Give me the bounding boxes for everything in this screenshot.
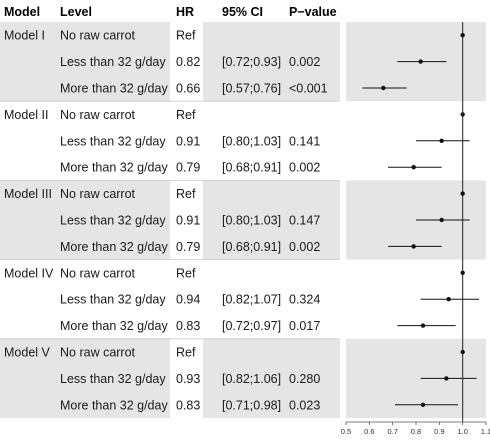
cell-p: 0.280 — [289, 372, 320, 386]
cell-hr: 0.82 — [176, 55, 200, 69]
cell-level: Less than 32 g/day — [60, 372, 166, 386]
cell-hr: Ref — [176, 187, 196, 201]
table-body: Model I No raw carrot Ref Less than 32 g/da… — [4, 29, 328, 413]
band-mid-4 — [203, 338, 340, 418]
cell-p: 0.324 — [289, 293, 320, 307]
hr-point — [460, 270, 465, 275]
cell-level: More than 32 g/day — [60, 398, 168, 412]
x-tick-label: 1.1 — [481, 427, 490, 436]
cell-level: No raw carrot — [60, 346, 136, 360]
cell-model: Model IV — [4, 266, 54, 280]
x-tick-label: 0.8 — [411, 427, 421, 436]
cell-model: Model V — [4, 346, 51, 360]
column-header-hr: HR — [176, 5, 194, 19]
table-header: Model Level HR 95% CI P−value — [4, 5, 337, 19]
hr-point — [460, 112, 465, 117]
column-header-model: Model — [4, 5, 40, 19]
cell-ci: [0.68;0.91] — [222, 240, 281, 254]
cell-p: 0.147 — [289, 214, 320, 228]
hr-point — [444, 376, 449, 381]
cell-level: Less than 32 g/day — [60, 55, 166, 69]
column-header-pvalue: P−value — [289, 5, 337, 19]
cell-p: 0.002 — [289, 240, 320, 254]
band-mid-2 — [203, 180, 340, 260]
x-axis: 0.5 0.6 0.7 0.8 0.9 1.0 1.1 — [341, 421, 490, 436]
x-tick-label: 1.0 — [457, 427, 467, 436]
column-header-level: Level — [60, 5, 92, 19]
cell-ci: [0.57;0.76] — [222, 82, 281, 96]
cell-level: More than 32 g/day — [60, 240, 168, 254]
cell-model: Model II — [4, 108, 48, 122]
cell-ci: [0.82;1.06] — [222, 372, 281, 386]
cell-level: No raw carrot — [60, 29, 136, 43]
cell-ci: [0.71;0.98] — [222, 398, 281, 412]
cell-level: No raw carrot — [60, 108, 136, 122]
cell-hr: Ref — [176, 108, 196, 122]
cell-model: Model III — [4, 187, 52, 201]
cell-p: 0.002 — [289, 55, 320, 69]
cell-p: 0.002 — [289, 161, 320, 175]
cell-level: More than 32 g/day — [60, 319, 168, 333]
cell-ci: [0.68;0.91] — [222, 161, 281, 175]
cell-hr: 0.79 — [176, 161, 200, 175]
cell-hr: 0.83 — [176, 398, 200, 412]
cell-level: More than 32 g/day — [60, 161, 168, 175]
cell-ci: [0.72;0.97] — [222, 319, 281, 333]
hr-point — [439, 138, 444, 143]
cell-level: More than 32 g/day — [60, 82, 168, 96]
hr-point — [411, 244, 416, 249]
band-left-2 — [0, 180, 170, 260]
hr-point — [460, 191, 465, 196]
cell-p: <0.001 — [289, 82, 328, 96]
x-tick-label: 0.7 — [387, 427, 397, 436]
x-tick-label: 0.9 — [434, 427, 444, 436]
cell-hr: 0.91 — [176, 214, 200, 228]
hr-point — [460, 349, 465, 355]
cell-hr: 0.94 — [176, 293, 200, 307]
hr-point — [411, 165, 416, 170]
cell-hr: 0.79 — [176, 240, 200, 254]
cell-level: No raw carrot — [60, 266, 136, 280]
cell-ci: [0.80;1.03] — [222, 214, 281, 228]
cell-level: Less than 32 g/day — [60, 134, 166, 148]
cell-hr: Ref — [176, 266, 196, 280]
hr-point — [381, 85, 386, 91]
cell-p: 0.141 — [289, 134, 320, 148]
cell-ci: [0.72;0.93] — [222, 55, 281, 69]
x-tick-label: 0.5 — [341, 427, 351, 436]
hr-point — [439, 217, 444, 223]
column-header-ci: 95% CI — [222, 5, 263, 19]
cell-hr: 0.91 — [176, 134, 200, 148]
cell-p: 0.017 — [289, 319, 320, 333]
band-mid-0 — [203, 22, 340, 102]
cell-model: Model I — [4, 29, 45, 43]
band-left-0 — [0, 22, 170, 102]
cell-hr: 0.83 — [176, 319, 200, 333]
cell-level: Less than 32 g/day — [60, 214, 166, 228]
cell-hr: 0.66 — [176, 82, 200, 96]
cell-hr: Ref — [176, 29, 196, 43]
cell-hr: Ref — [176, 346, 196, 360]
cell-hr: 0.93 — [176, 372, 200, 386]
hr-point — [460, 33, 465, 38]
hr-point — [446, 297, 451, 302]
hr-point — [420, 402, 426, 407]
cell-p: 0.023 — [289, 398, 320, 412]
cell-ci: [0.82;1.07] — [222, 293, 281, 307]
cell-ci: [0.80;1.03] — [222, 134, 281, 148]
cell-level: Less than 32 g/day — [60, 293, 166, 307]
cell-level: No raw carrot — [60, 187, 136, 201]
x-tick-label: 0.6 — [364, 427, 374, 436]
hr-point — [420, 323, 426, 328]
hr-point — [418, 59, 423, 64]
forest-marks — [362, 22, 479, 422]
band-left-4 — [0, 338, 170, 418]
